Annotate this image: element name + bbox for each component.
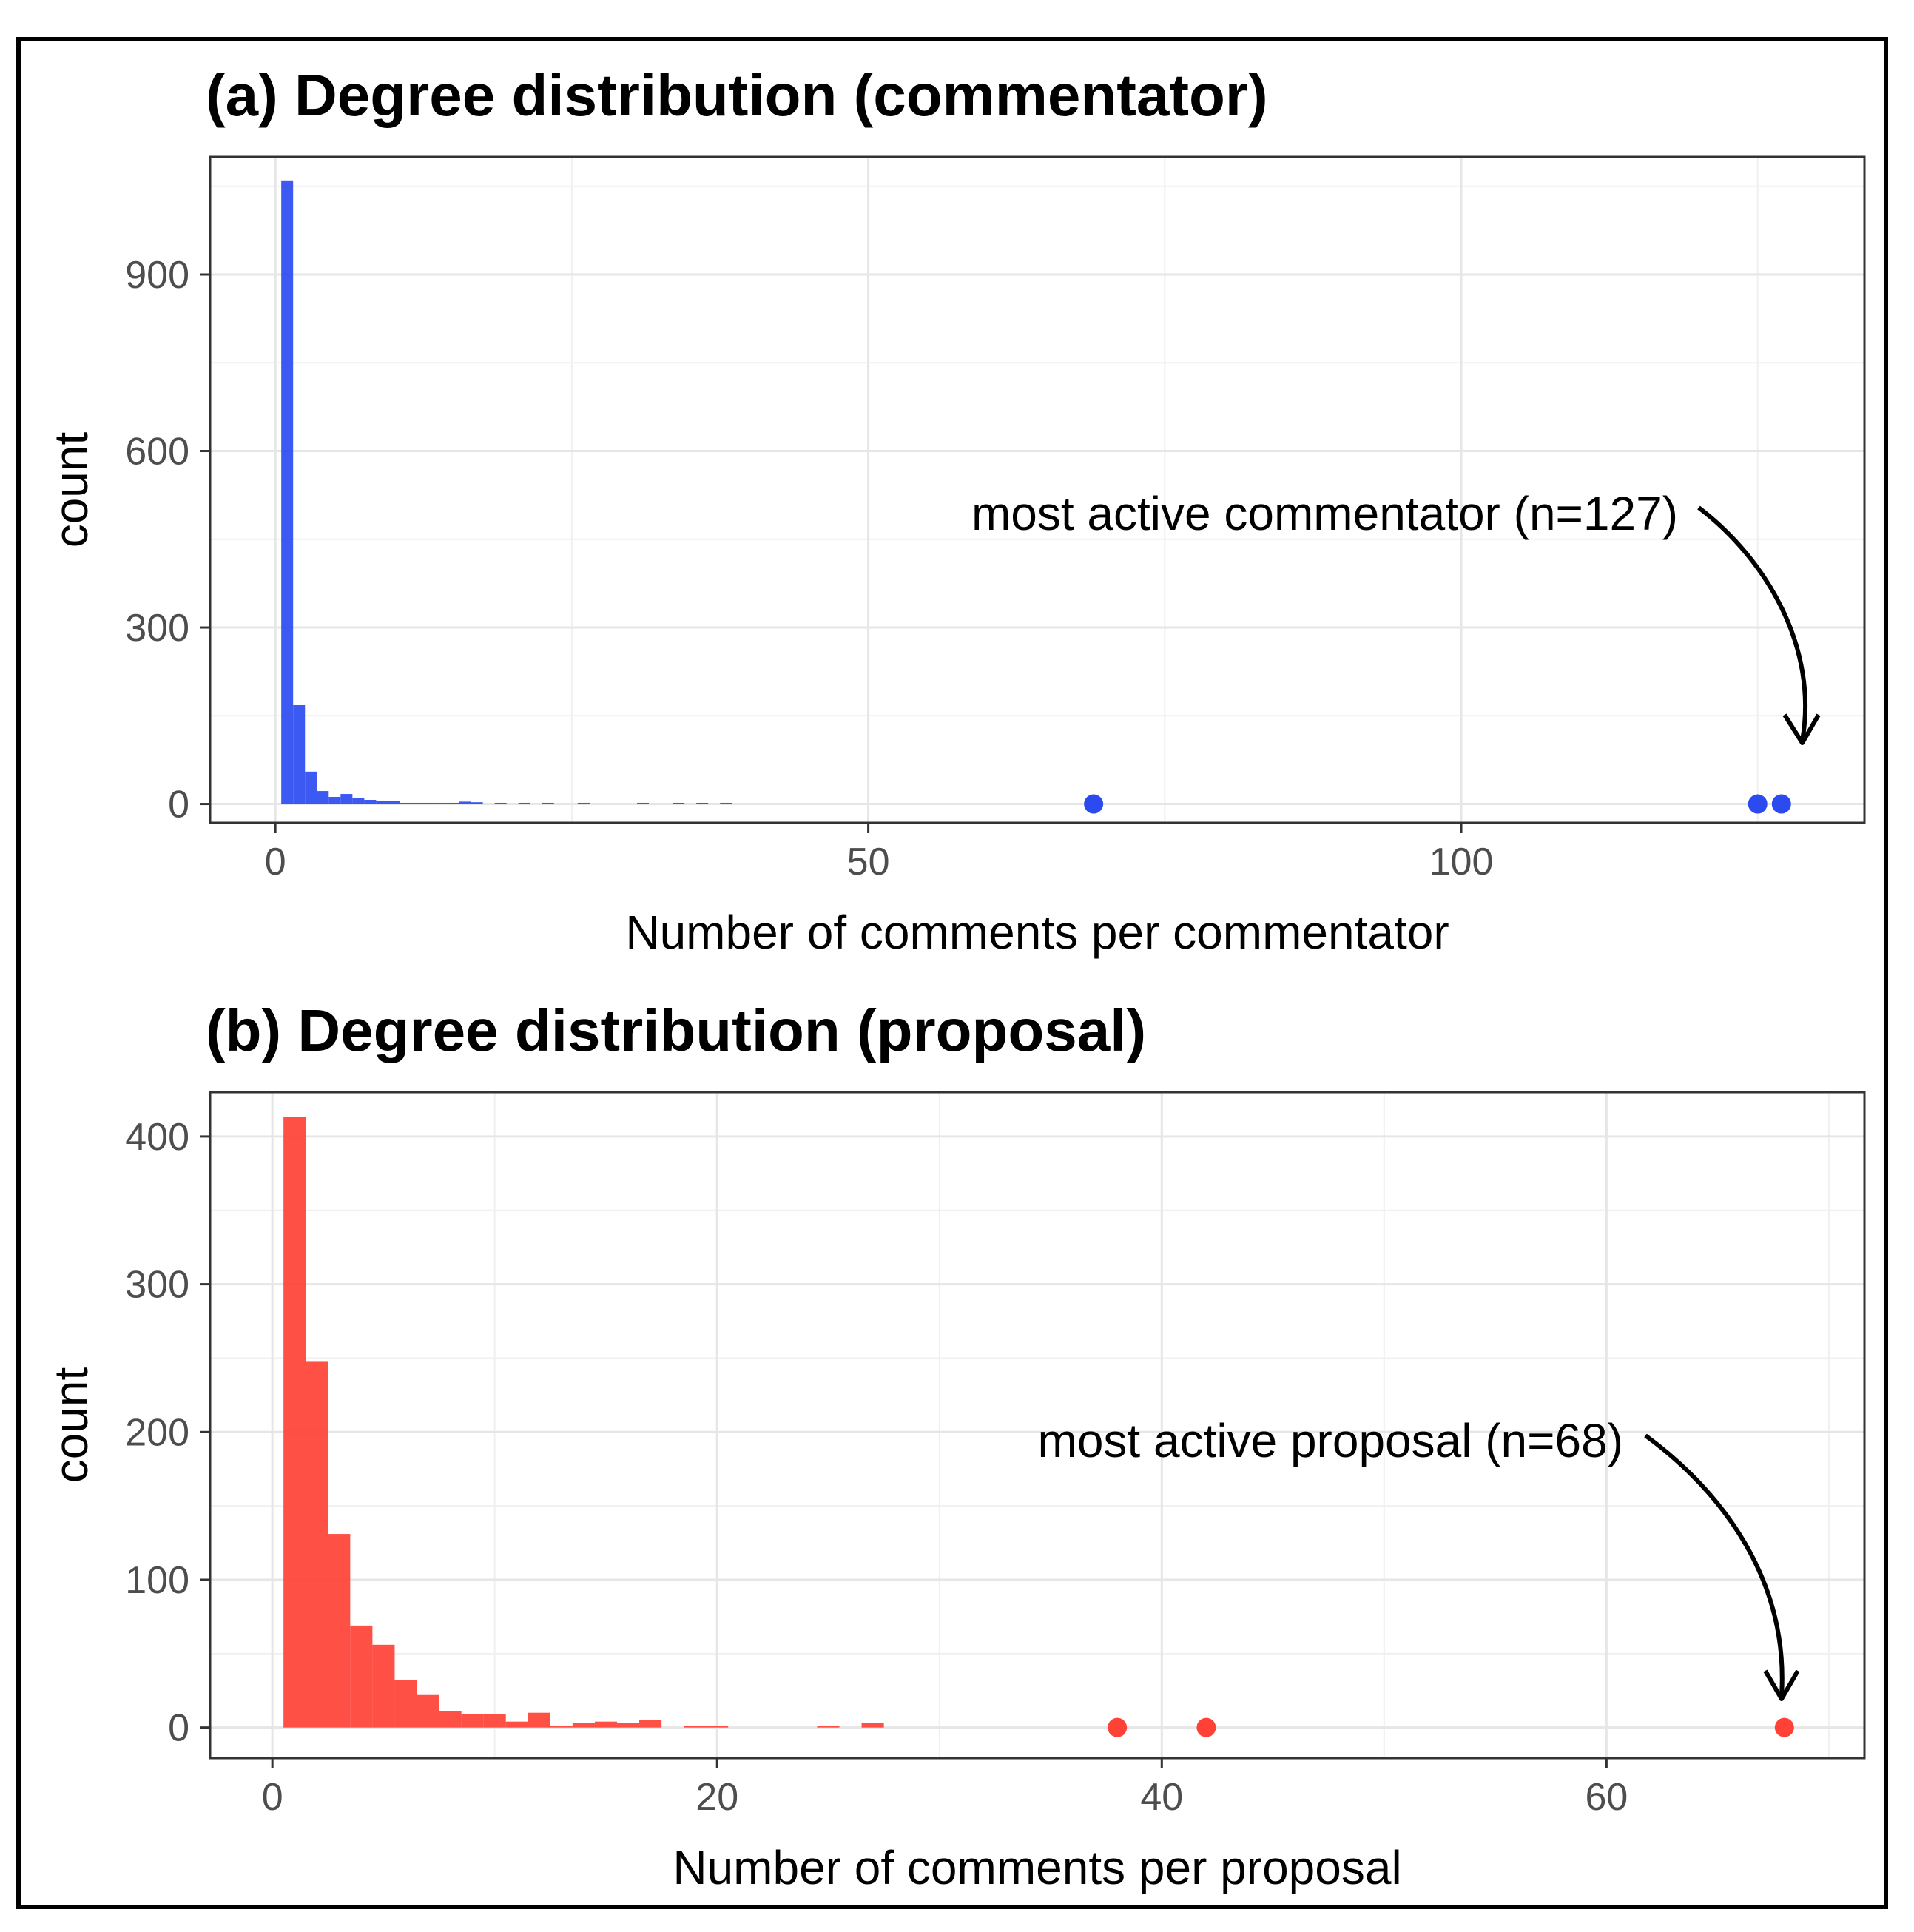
histogram-bar [817,1726,840,1728]
x-tick-label: 60 [1585,1776,1628,1819]
panel-a-plot-area [210,157,1864,823]
histogram-bar [328,797,341,804]
histogram-bar [696,802,709,804]
outlier-point [1108,1717,1128,1737]
chart-canvas: (a) Degree distribution (commentator) 0 5… [44,62,1866,1894]
histogram-bar [281,180,294,804]
histogram-bar [447,802,459,804]
y-tick-label: 0 [168,1707,189,1750]
histogram-bar [372,1644,395,1728]
panel-a-gridlines [210,157,1864,823]
histogram-bar [616,1723,640,1728]
histogram-bar [306,1361,328,1728]
histogram-bar [400,802,412,804]
histogram-bar [317,791,329,804]
histogram-bar [494,802,507,804]
histogram-bar [461,1714,484,1728]
panel-a-bars [281,180,732,804]
histogram-bar [528,1712,550,1728]
y-tick-label: 0 [168,784,189,827]
panel-b-outliers [1108,1717,1794,1737]
outlier-point [1774,1717,1794,1737]
histogram-bar [328,1534,351,1728]
panel-b-arrowhead [1763,1669,1800,1701]
panel-a-annotation-text: most active commentator (n=127) [971,487,1678,540]
histogram-bar [706,1726,729,1728]
histogram-bar [394,1680,417,1728]
histogram-bar [350,1625,373,1728]
histogram-bar [542,802,554,804]
panel-a-outliers [1084,794,1791,814]
histogram-bar [352,798,365,804]
panel-b-bars [283,1117,884,1728]
outlier-point [1084,794,1104,814]
histogram-bar [684,1726,707,1728]
y-tick-label: 200 [125,1411,189,1454]
histogram-bar [423,802,436,804]
histogram-bar [861,1723,884,1728]
panel-b-annotation-text: most active proposal (n=68) [1038,1414,1624,1467]
histogram-bar [471,802,483,804]
histogram-bar [572,1723,595,1728]
histogram-bar [411,802,424,804]
histogram-bar [435,802,448,804]
histogram-bar [594,1721,617,1728]
histogram-bar [550,1726,573,1728]
panel-a-commentator: (a) Degree distribution (commentator) 0 5… [44,62,1866,959]
panel-a-x-axis-title: Number of comments per commentator [625,906,1449,959]
y-tick-label: 300 [125,607,189,650]
histogram-bar [417,1694,439,1728]
histogram-bar [639,1720,662,1728]
panel-b-proposal: (b) Degree distribution (proposal) 0 20 40… [44,997,1866,1894]
x-tick-label: 50 [847,841,890,883]
histogram-bar [376,801,388,804]
outlier-point [1748,794,1768,814]
y-tick-label: 400 [125,1116,189,1159]
panel-b-annotation-arrow [1644,1433,1785,1697]
histogram-bar [364,799,377,804]
x-tick-label: 20 [695,1776,738,1819]
x-tick-label: 0 [265,841,286,883]
outlier-point [1771,794,1791,814]
panel-a-title: (a) Degree distribution (commentator) [206,62,1268,128]
panel-a-arrowhead [1782,713,1821,745]
histogram-bar [388,801,400,804]
y-tick-label: 300 [125,1264,189,1307]
histogram-bar [673,802,685,804]
histogram-bar [577,802,590,804]
x-tick-label: 100 [1429,841,1494,883]
panel-b-y-axis-title: count [44,1367,98,1484]
outlier-point [1196,1717,1216,1737]
x-tick-label: 0 [262,1776,283,1819]
histogram-bar [283,1117,306,1728]
panel-b-axis-ticks: 0 20 40 60 0 100 200 300 400 [125,1116,1628,1819]
histogram-bar [518,802,530,804]
histogram-bar [293,704,306,804]
panel-b-plot-area [210,1092,1864,1758]
panel-b-x-axis-title: Number of comments per proposal [673,1841,1401,1894]
y-tick-label: 600 [125,431,189,474]
histogram-bar [720,802,732,804]
panel-a-annotation-arrow [1697,505,1807,741]
y-tick-label: 100 [125,1559,189,1602]
histogram-bar [439,1711,462,1728]
panel-a-y-axis-title: count [44,432,98,548]
histogram-bar [505,1721,528,1728]
figure-frame: (a) Degree distribution (commentator) 0 5… [16,37,1888,1909]
x-tick-label: 40 [1140,1776,1183,1819]
histogram-bar [459,801,471,804]
histogram-bar [637,802,650,804]
histogram-bar [305,771,317,804]
histogram-bar [340,794,353,804]
panel-b-title: (b) Degree distribution (proposal) [206,997,1146,1063]
panel-b-gridlines [210,1092,1864,1758]
y-tick-label: 900 [125,254,189,297]
panel-b-plot-border [209,1091,1866,1760]
histogram-bar [483,1714,506,1728]
panel-a-axis-ticks: 0 50 100 0 300 600 900 [125,254,1493,883]
panel-a-plot-border [209,155,1866,824]
